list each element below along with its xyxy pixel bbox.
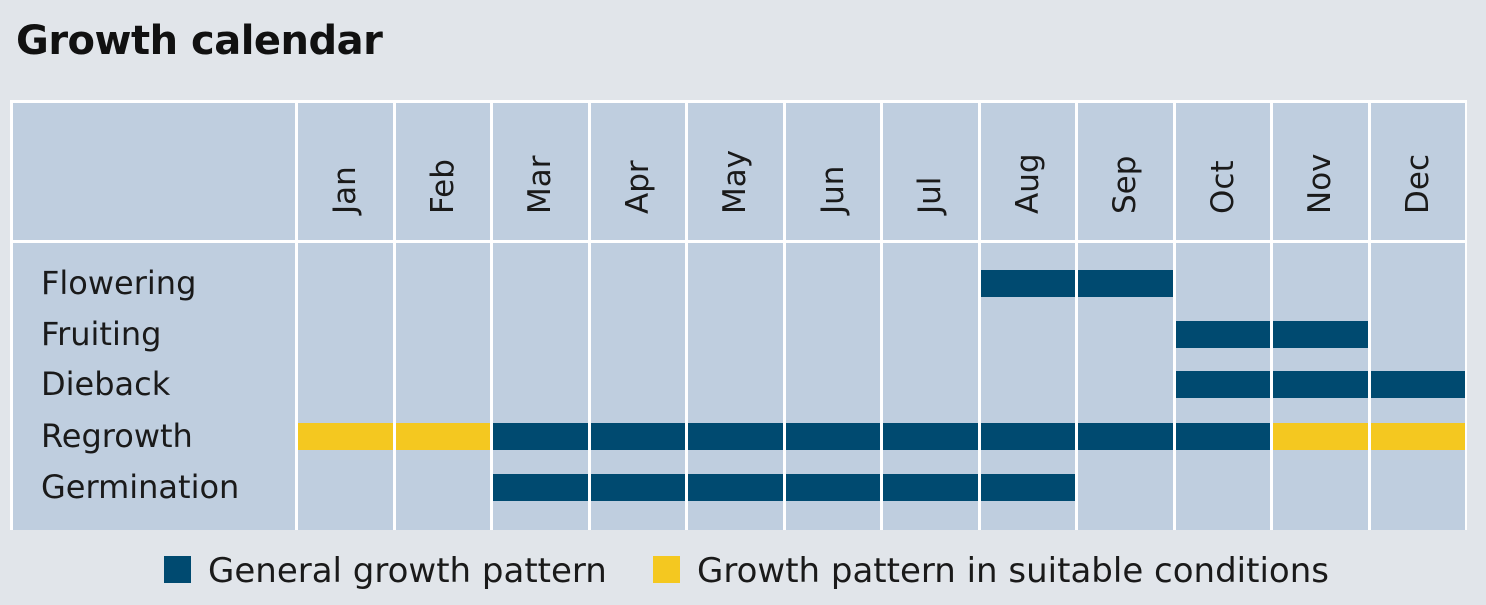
month-label: Feb bbox=[424, 159, 461, 214]
bar-suitable bbox=[298, 422, 393, 450]
legend-label: General growth pattern bbox=[208, 551, 607, 591]
bar-suitable bbox=[1273, 422, 1368, 450]
legend-swatch bbox=[653, 556, 680, 583]
month-label: Jan bbox=[327, 166, 364, 214]
header-corner-cell bbox=[13, 103, 295, 240]
legend-swatch bbox=[164, 556, 191, 583]
bar-suitable bbox=[395, 422, 490, 450]
month-header-cell bbox=[298, 103, 393, 240]
bar-general bbox=[1175, 422, 1270, 450]
month-label: Apr bbox=[619, 160, 656, 214]
month-label: Nov bbox=[1302, 153, 1339, 214]
chart-legend: General growth pattern Growth pattern in … bbox=[0, 545, 1486, 595]
month-label: Jul bbox=[912, 176, 949, 214]
bar-general bbox=[980, 473, 1075, 501]
month-column-cell bbox=[298, 243, 393, 530]
month-header-cell bbox=[590, 103, 685, 240]
chart-title: Growth calendar bbox=[16, 18, 383, 64]
bar-general bbox=[883, 422, 978, 450]
month-header-cell bbox=[395, 103, 490, 240]
month-header-cell bbox=[1370, 103, 1465, 240]
month-label: May bbox=[717, 149, 754, 214]
legend-label: Growth pattern in suitable conditions bbox=[697, 551, 1329, 591]
month-header-cell bbox=[883, 103, 978, 240]
month-header-cell bbox=[493, 103, 588, 240]
month-column-cell bbox=[395, 243, 490, 530]
bar-general bbox=[1078, 269, 1173, 297]
growth-calendar-table: Jan Feb Mar Apr May Jun Jul Aug Sep Oct Nov Dec Flow… bbox=[10, 100, 1467, 530]
month-header-cell bbox=[785, 103, 880, 240]
stage-label: Regrowth bbox=[41, 417, 193, 455]
bar-general bbox=[590, 473, 685, 501]
month-header-cell bbox=[1175, 103, 1270, 240]
bar-general bbox=[785, 422, 880, 450]
month-header-cell bbox=[1078, 103, 1173, 240]
bar-general bbox=[883, 473, 978, 501]
bar-suitable bbox=[1370, 422, 1465, 450]
bar-general bbox=[493, 473, 588, 501]
month-label: Sep bbox=[1107, 155, 1144, 214]
bar-general bbox=[688, 422, 783, 450]
bar-general bbox=[1078, 422, 1173, 450]
bar-general bbox=[590, 422, 685, 450]
label-column-cell bbox=[13, 243, 295, 530]
stage-label: Dieback bbox=[41, 365, 171, 403]
bar-general bbox=[980, 422, 1075, 450]
month-label: Oct bbox=[1204, 160, 1241, 214]
month-label: Dec bbox=[1399, 154, 1436, 214]
stage-label: Fruiting bbox=[41, 315, 162, 353]
bar-general bbox=[785, 473, 880, 501]
bar-general bbox=[980, 269, 1075, 297]
bar-general bbox=[493, 422, 588, 450]
month-label: Mar bbox=[522, 155, 559, 215]
bar-general bbox=[1273, 370, 1368, 398]
bar-general bbox=[1370, 370, 1465, 398]
stage-label: Flowering bbox=[41, 264, 197, 302]
month-label: Jun bbox=[814, 165, 851, 214]
stage-label: Germination bbox=[41, 468, 240, 506]
bar-general bbox=[1273, 320, 1368, 348]
month-label: Aug bbox=[1009, 153, 1046, 214]
bar-general bbox=[1175, 320, 1270, 348]
bar-general bbox=[688, 473, 783, 501]
bar-general bbox=[1175, 370, 1270, 398]
month-header-cell bbox=[688, 103, 783, 240]
month-header-cell bbox=[1273, 103, 1368, 240]
month-header-cell bbox=[980, 103, 1075, 240]
